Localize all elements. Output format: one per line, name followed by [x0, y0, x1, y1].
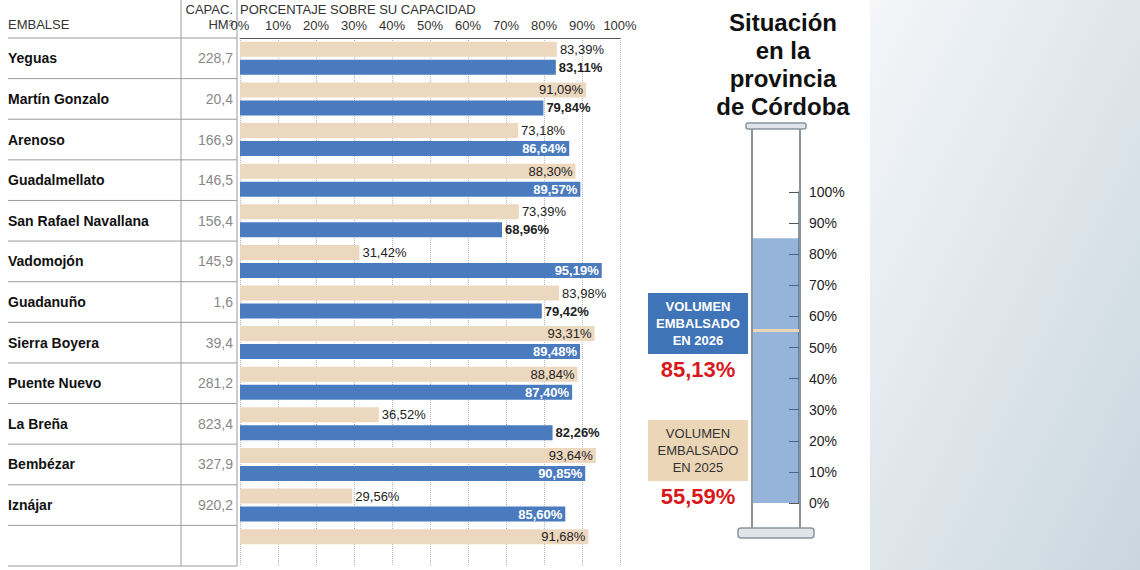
svg-text:50%: 50% — [809, 340, 837, 356]
svg-text:145,9: 145,9 — [198, 253, 233, 269]
svg-text:0%: 0% — [231, 18, 250, 33]
svg-text:Vadomojón: Vadomojón — [8, 253, 83, 269]
svg-text:920,2: 920,2 — [198, 497, 233, 513]
svg-text:68,96%: 68,96% — [505, 222, 550, 237]
svg-text:55,59%: 55,59% — [661, 484, 736, 509]
svg-text:50%: 50% — [417, 18, 443, 33]
svg-text:EN 2025: EN 2025 — [673, 460, 724, 475]
svg-text:90%: 90% — [569, 18, 595, 33]
svg-text:93,31%: 93,31% — [547, 326, 592, 341]
svg-text:73,39%: 73,39% — [522, 204, 567, 219]
svg-text:Guadalmellato: Guadalmellato — [8, 172, 104, 188]
svg-text:EN 2026: EN 2026 — [673, 333, 724, 348]
svg-text:30%: 30% — [341, 18, 367, 33]
svg-text:Guadanuño: Guadanuño — [8, 294, 86, 310]
svg-text:30%: 30% — [809, 402, 837, 418]
svg-text:100%: 100% — [603, 18, 637, 33]
svg-text:10%: 10% — [809, 464, 837, 480]
svg-text:EMBALSE: EMBALSE — [8, 17, 70, 32]
svg-text:327,9: 327,9 — [198, 456, 233, 472]
svg-text:91,68%: 91,68% — [541, 529, 586, 544]
svg-text:provincia: provincia — [730, 65, 837, 92]
svg-text:Bembézar: Bembézar — [8, 456, 75, 472]
svg-text:en la: en la — [756, 37, 811, 64]
svg-text:Arenoso: Arenoso — [8, 132, 65, 148]
svg-text:Sierra Boyera: Sierra Boyera — [8, 335, 99, 351]
svg-text:83,11%: 83,11% — [559, 60, 603, 75]
svg-text:823,4: 823,4 — [198, 416, 233, 432]
svg-text:29,56%: 29,56% — [355, 489, 400, 504]
svg-text:40%: 40% — [379, 18, 405, 33]
svg-text:Puente Nuevo: Puente Nuevo — [8, 375, 101, 391]
svg-text:Yeguas: Yeguas — [8, 50, 57, 66]
svg-text:Iznájar: Iznájar — [8, 497, 53, 513]
svg-text:80%: 80% — [809, 246, 837, 262]
svg-text:Martín Gonzalo: Martín Gonzalo — [8, 91, 109, 107]
svg-text:0%: 0% — [809, 495, 829, 511]
svg-text:79,42%: 79,42% — [545, 304, 590, 319]
svg-text:20,4: 20,4 — [206, 91, 233, 107]
svg-text:31,42%: 31,42% — [362, 245, 407, 260]
svg-text:36,52%: 36,52% — [382, 407, 427, 422]
svg-text:95,19%: 95,19% — [555, 263, 600, 278]
svg-text:CAPAC.: CAPAC. — [186, 2, 233, 17]
svg-text:PORCENTAJE SOBRE SU CAPACIDAD: PORCENTAJE SOBRE SU CAPACIDAD — [240, 2, 476, 17]
svg-text:73,18%: 73,18% — [521, 123, 566, 138]
svg-text:85,13%: 85,13% — [661, 357, 736, 382]
svg-text:Situación: Situación — [729, 9, 837, 36]
svg-text:86,64%: 86,64% — [522, 141, 567, 156]
svg-text:1,6: 1,6 — [214, 294, 234, 310]
svg-text:VOLUMEN: VOLUMEN — [666, 426, 730, 441]
svg-text:83,98%: 83,98% — [562, 286, 607, 301]
svg-text:39,4: 39,4 — [206, 335, 233, 351]
svg-text:91,09%: 91,09% — [539, 82, 584, 97]
svg-text:20%: 20% — [809, 433, 837, 449]
svg-text:20%: 20% — [303, 18, 329, 33]
svg-text:146,5: 146,5 — [198, 172, 233, 188]
svg-text:70%: 70% — [809, 277, 837, 293]
svg-text:HM³: HM³ — [208, 16, 233, 32]
svg-text:156,4: 156,4 — [198, 213, 233, 229]
svg-text:San Rafael Navallana: San Rafael Navallana — [8, 213, 149, 229]
svg-text:88,30%: 88,30% — [528, 164, 573, 179]
svg-text:La Breña: La Breña — [8, 416, 68, 432]
svg-text:90,85%: 90,85% — [538, 466, 583, 481]
svg-text:89,57%: 89,57% — [533, 182, 578, 197]
svg-text:89,48%: 89,48% — [533, 344, 578, 359]
svg-text:228,7: 228,7 — [198, 50, 233, 66]
svg-text:166,9: 166,9 — [198, 132, 233, 148]
svg-text:10%: 10% — [265, 18, 291, 33]
svg-text:40%: 40% — [809, 371, 837, 387]
svg-text:83,39%: 83,39% — [560, 42, 605, 57]
svg-text:EMBALSADO: EMBALSADO — [656, 316, 740, 331]
svg-text:60%: 60% — [809, 308, 837, 324]
svg-text:80%: 80% — [531, 18, 557, 33]
svg-text:EMBALSADO: EMBALSADO — [658, 443, 739, 458]
svg-text:VOLUMEN: VOLUMEN — [666, 299, 731, 314]
svg-text:90%: 90% — [809, 215, 837, 231]
svg-text:87,40%: 87,40% — [525, 385, 570, 400]
svg-text:de Córdoba: de Córdoba — [716, 93, 850, 120]
svg-text:60%: 60% — [455, 18, 481, 33]
svg-text:79,84%: 79,84% — [546, 100, 591, 115]
svg-text:100%: 100% — [809, 184, 845, 200]
svg-text:281,2: 281,2 — [198, 375, 233, 391]
svg-text:85,60%: 85,60% — [518, 507, 563, 522]
svg-text:88,84%: 88,84% — [530, 367, 575, 382]
svg-text:82,26%: 82,26% — [556, 425, 601, 440]
svg-text:93,64%: 93,64% — [549, 448, 594, 463]
svg-text:70%: 70% — [493, 18, 519, 33]
